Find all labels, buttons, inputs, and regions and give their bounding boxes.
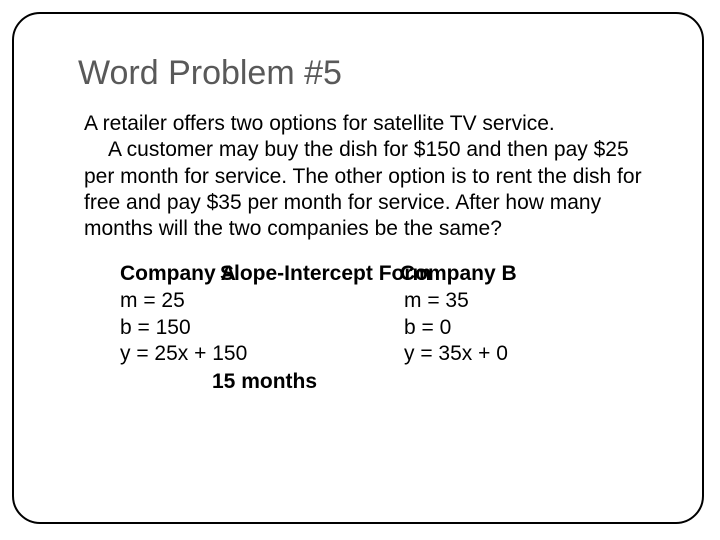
company-b-column: m = 35 b = 0 y = 35x + 0 (404, 288, 508, 367)
company-b-y: y = 35x + 0 (404, 341, 508, 367)
problem-rest: A customer may buy the dish for $150 and… (84, 137, 652, 242)
company-a-column: m = 25 b = 150 y = 25x + 150 (120, 288, 247, 367)
company-a-m: m = 25 (120, 288, 247, 314)
answer-text: 15 months (212, 370, 317, 394)
company-b-label: Company B (400, 262, 517, 286)
problem-line1: A retailer offers two options for satell… (84, 112, 555, 135)
problem-text: A retailer offers two options for satell… (84, 111, 652, 242)
slide-frame: Word Problem #5 A retailer offers two op… (12, 12, 704, 524)
solution-area: Company A Slope-Intercept Form Company B… (84, 262, 652, 432)
company-b-b: b = 0 (404, 315, 508, 341)
company-b-m: m = 35 (404, 288, 508, 314)
company-a-b: b = 150 (120, 315, 247, 341)
company-a-label: Company A (120, 262, 236, 286)
slide-title: Word Problem #5 (78, 54, 652, 93)
company-a-y: y = 25x + 150 (120, 341, 247, 367)
